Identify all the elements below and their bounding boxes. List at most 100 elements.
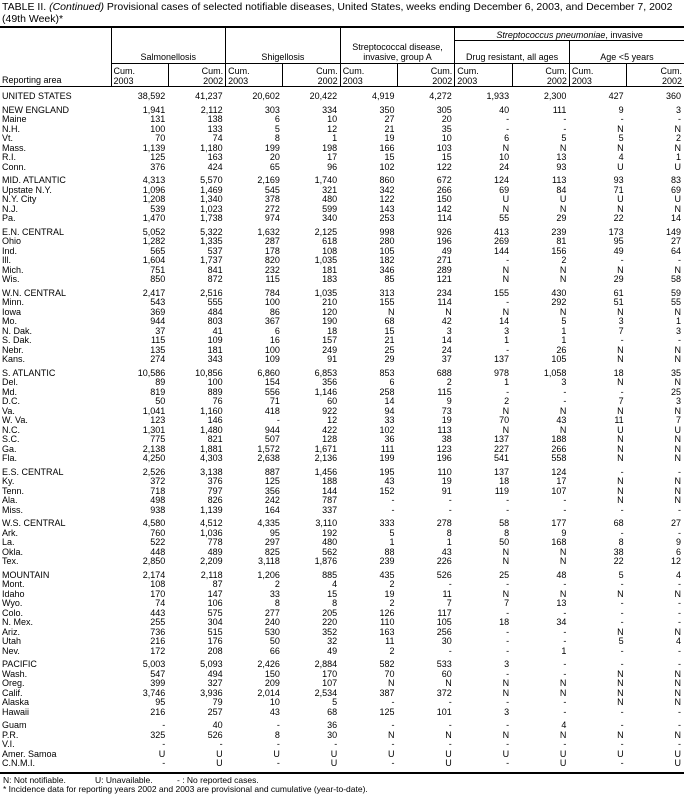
value-cell: 25 bbox=[499, 569, 510, 580]
value-cell: N bbox=[617, 345, 624, 355]
value-cell: - bbox=[678, 528, 682, 538]
value-cell: N bbox=[559, 406, 567, 416]
value-cell: 978 bbox=[494, 367, 510, 378]
value-cell: N bbox=[617, 496, 624, 505]
value-cell: N bbox=[502, 265, 510, 275]
value-cell: - bbox=[678, 659, 682, 669]
value-cell: 108 bbox=[322, 246, 338, 256]
value-cell: - bbox=[506, 740, 510, 749]
value-cell: 152 bbox=[379, 486, 395, 496]
value-cell: U bbox=[617, 749, 624, 759]
value-cell: U bbox=[617, 195, 624, 204]
value-cell: 5 bbox=[618, 569, 624, 580]
value-cell: 8 bbox=[274, 134, 280, 143]
value-cell: - bbox=[563, 659, 567, 669]
table-row: Upstate N.Y. 1,096 1,469 545 321 342 266 69 84 71… bbox=[0, 186, 684, 196]
value-cell: 515 bbox=[207, 627, 223, 637]
value-cell: 16 bbox=[269, 336, 280, 345]
value-cell: 494 bbox=[207, 669, 223, 679]
value-cell: - bbox=[620, 720, 624, 730]
value-cell: 3 bbox=[676, 397, 682, 406]
table-row: Oreg. 399 327 209 107 N N N N N N bbox=[0, 679, 684, 689]
value-cell: 7 bbox=[446, 599, 452, 608]
value-cell: 1,941 bbox=[142, 104, 166, 115]
value-cell: N bbox=[674, 435, 682, 444]
reporting-area-cell: N.C. bbox=[2, 425, 20, 435]
title-continued: (Continued) bbox=[49, 1, 104, 13]
value-cell: N bbox=[674, 698, 682, 707]
value-cell: 109 bbox=[264, 355, 280, 364]
value-cell: 68 bbox=[327, 707, 338, 717]
value-cell: 198 bbox=[322, 143, 338, 153]
table-row: Ky. 372 376 125 188 43 19 18 17 N N bbox=[0, 477, 684, 487]
reporting-area-cell: Amer. Samoa bbox=[2, 749, 57, 759]
value-cell: 2,534 bbox=[314, 688, 338, 698]
table-row: Ohio 1,282 1,335 287 618 280 196 269 81 95 27 bbox=[0, 237, 684, 247]
value-cell: N bbox=[559, 204, 567, 214]
value-cell: 107 bbox=[551, 486, 567, 496]
value-cell: 2,516 bbox=[200, 287, 223, 298]
value-cell: 20,422 bbox=[309, 91, 338, 101]
value-cell: 76 bbox=[212, 397, 223, 406]
strep-pneumoniae-label: Streptococcus pneumoniae bbox=[496, 30, 606, 40]
reporting-area-cell: Mont. bbox=[2, 580, 25, 589]
value-cell: 154 bbox=[264, 378, 280, 387]
value-cell: 340 bbox=[322, 214, 338, 223]
value-cell: 108 bbox=[150, 580, 166, 589]
value-cell: - bbox=[506, 387, 510, 397]
header-cum-2003: Cum. 2003 bbox=[339, 63, 398, 87]
value-cell: 825 bbox=[264, 547, 280, 557]
value-cell: N bbox=[617, 435, 624, 444]
value-cell: 51 bbox=[613, 298, 624, 307]
value-cell: 582 bbox=[379, 659, 395, 669]
value-cell: N bbox=[387, 307, 395, 317]
value-cell: 42 bbox=[441, 317, 452, 326]
value-cell: 27 bbox=[671, 518, 682, 528]
value-cell: 4,250 bbox=[142, 454, 166, 463]
value-cell: 1 bbox=[561, 326, 567, 336]
value-cell: 18 bbox=[327, 326, 338, 336]
value-cell: 6,860 bbox=[257, 367, 280, 378]
value-cell: 6 bbox=[389, 378, 395, 387]
value-cell: - bbox=[620, 608, 624, 618]
value-cell: 29 bbox=[613, 275, 624, 284]
value-cell: 6 bbox=[274, 115, 280, 124]
value-cell: - bbox=[678, 336, 682, 345]
value-cell: 21 bbox=[384, 336, 395, 345]
value-cell: 7 bbox=[618, 397, 624, 406]
value-cell: - bbox=[678, 115, 682, 124]
value-cell: N bbox=[559, 265, 567, 275]
reporting-area-cell: Oreg. bbox=[2, 679, 25, 688]
value-cell: - bbox=[506, 115, 510, 124]
value-cell: 2,174 bbox=[142, 569, 166, 580]
value-cell: 37 bbox=[155, 326, 166, 336]
value-cell: 8 bbox=[332, 599, 338, 608]
value-cell: 1,469 bbox=[200, 185, 223, 195]
value-cell: - bbox=[620, 580, 624, 589]
value-cell: 24 bbox=[441, 345, 452, 355]
value-cell: - bbox=[391, 740, 395, 749]
header-streptococcal-group-a: Streptococcal disease, invasive, group A bbox=[339, 27, 455, 64]
value-cell: 2,638 bbox=[257, 454, 280, 463]
table-row: E.S. CENTRAL 2,526 3,138 887 1,456 195 110 137 1… bbox=[0, 464, 684, 478]
value-cell: 30 bbox=[327, 730, 338, 740]
value-cell: - bbox=[506, 637, 510, 646]
value-cell: 280 bbox=[379, 237, 395, 246]
value-cell: - bbox=[563, 698, 567, 707]
value-cell: 1 bbox=[676, 317, 682, 326]
value-cell: 176 bbox=[207, 637, 223, 646]
reporting-area-cell: Calif. bbox=[2, 688, 23, 698]
value-cell: 4,303 bbox=[200, 454, 223, 463]
value-cell: 36 bbox=[327, 720, 338, 730]
value-cell: 43 bbox=[556, 416, 567, 425]
value-cell: 20,602 bbox=[252, 91, 280, 101]
value-cell: N bbox=[674, 679, 682, 688]
value-cell: 378 bbox=[264, 195, 280, 204]
value-cell: 70 bbox=[155, 134, 166, 143]
value-cell: U bbox=[397, 759, 455, 774]
value-cell: N bbox=[559, 547, 567, 557]
value-cell: 297 bbox=[264, 538, 280, 547]
value-cell: 216 bbox=[150, 707, 166, 717]
value-cell: 558 bbox=[551, 454, 567, 463]
value-cell: N bbox=[502, 688, 510, 698]
